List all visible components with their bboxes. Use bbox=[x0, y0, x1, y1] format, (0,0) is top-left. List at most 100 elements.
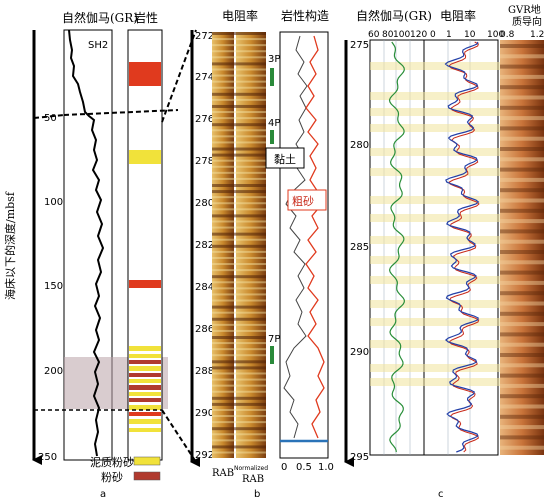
resistivity-stripe bbox=[212, 111, 266, 114]
resistivity-stripe bbox=[212, 269, 266, 272]
gvr-stripe bbox=[500, 116, 544, 121]
res-curve-red-c bbox=[448, 41, 480, 453]
lith-silt-1 bbox=[129, 150, 161, 164]
legend-label-silt: 泥质粉砂 bbox=[90, 456, 134, 469]
resistivity-stripe bbox=[212, 50, 266, 53]
resistivity-stripe bbox=[212, 439, 266, 442]
resistivity-stripe bbox=[212, 433, 266, 436]
gr-tick-c-3: 100 bbox=[393, 30, 410, 40]
structure-track-b bbox=[279, 31, 329, 459]
tick-b-8: 286 bbox=[195, 324, 214, 335]
tick-b-10: 290 bbox=[195, 408, 214, 419]
gvr-stripe bbox=[500, 414, 544, 419]
resistivity-stripe bbox=[212, 256, 266, 259]
gvr-stripe bbox=[500, 435, 544, 440]
structure-curve-red bbox=[305, 35, 325, 439]
gvr-stripe bbox=[500, 136, 544, 141]
resistivity-stripe bbox=[212, 220, 266, 223]
gvr-stripe bbox=[500, 363, 544, 368]
gvr-stripe bbox=[500, 291, 544, 296]
gvr-stripe bbox=[500, 260, 544, 265]
panel-a: 自然伽马(GR) 岩性 海床以下的深度/mbsf 50 100 150 200 … bbox=[3, 10, 197, 500]
gvr-stripe bbox=[500, 280, 544, 285]
res-tick-c-4: 100 bbox=[487, 30, 504, 40]
resistivity-stripe bbox=[212, 348, 266, 351]
tick-b-1: 272 bbox=[195, 31, 214, 42]
resistivity-stripe bbox=[212, 354, 266, 357]
tick-b-2: 274 bbox=[195, 72, 214, 83]
well-label: SH2 bbox=[88, 40, 108, 51]
resistivity-stripe bbox=[212, 329, 266, 332]
resistivity-stripe bbox=[212, 281, 266, 284]
gvr-stripe bbox=[500, 177, 544, 182]
resistivity-stripe bbox=[212, 214, 266, 218]
highlight-band bbox=[370, 196, 544, 204]
gvr-stripe bbox=[500, 54, 544, 59]
legend-label-sand: 粉砂 bbox=[101, 471, 123, 484]
header-resistivity-b: 电阻率 bbox=[222, 8, 258, 23]
resistivity-stripe bbox=[212, 402, 266, 406]
gvr-stripe bbox=[500, 74, 544, 79]
resistivity-stripe bbox=[212, 250, 266, 253]
resistivity-stripe bbox=[212, 305, 266, 309]
gvr-stripe bbox=[500, 95, 544, 100]
gvr-stripe bbox=[500, 64, 544, 69]
highlight-band bbox=[370, 276, 544, 284]
resistivity-stripe bbox=[212, 117, 266, 120]
resistivity-stripe bbox=[212, 366, 266, 370]
gr-track-a bbox=[63, 29, 113, 461]
gvr-tick-c-2: 1.2 bbox=[530, 30, 544, 40]
resistivity-stripe bbox=[212, 92, 266, 96]
gvr-stripe bbox=[500, 188, 544, 193]
gvr-stripe bbox=[500, 322, 544, 327]
clay-box bbox=[265, 147, 305, 169]
gr-tick-c-2: 80 bbox=[382, 30, 394, 40]
resistivity-stripe bbox=[212, 184, 266, 187]
resistivity-stripe bbox=[212, 147, 266, 151]
header-gvr-1: GVR地 bbox=[508, 3, 541, 16]
header-structure-b: 岩性构造 bbox=[281, 8, 329, 23]
gvr-stripe bbox=[500, 404, 544, 409]
connector-top bbox=[63, 109, 179, 116]
resistivity-stripe bbox=[212, 196, 266, 199]
resistivity-stripe bbox=[212, 275, 266, 279]
gr-curve-c bbox=[388, 41, 405, 453]
resistivity-stripe bbox=[212, 372, 266, 375]
resistivity-stripe bbox=[212, 165, 266, 168]
clay-label: 黏土 bbox=[274, 152, 296, 166]
resistivity-stripe bbox=[212, 244, 266, 248]
header-gvr-2: 质导向 bbox=[512, 15, 542, 28]
resistivity-stripe bbox=[212, 293, 266, 296]
resistivity-stripe bbox=[212, 390, 266, 393]
gr-tick-c-4: 120 bbox=[410, 30, 427, 40]
gvr-stripe bbox=[500, 208, 544, 213]
gvr-tick-c-1: 0.8 bbox=[500, 30, 515, 40]
tick-c-1: 275 bbox=[350, 40, 369, 51]
gvr-stripe bbox=[500, 332, 544, 337]
gvr-stripe bbox=[500, 373, 544, 378]
gvr-stripe bbox=[500, 198, 544, 203]
connector-top-right bbox=[161, 29, 197, 123]
resistivity-stripe bbox=[212, 129, 266, 132]
gvr-stripe bbox=[500, 229, 544, 234]
resistivity-stripe bbox=[212, 190, 266, 194]
resistivity-stripe bbox=[212, 74, 266, 77]
panel-label-a: a bbox=[100, 489, 106, 500]
resistivity-stripe bbox=[212, 202, 266, 205]
res-ticks-c: 0 1 10 100 bbox=[430, 30, 504, 40]
gvr-stripe bbox=[500, 219, 544, 224]
resistivity-stripe bbox=[212, 171, 266, 174]
structure-curve-gray bbox=[283, 35, 308, 439]
highlight-band bbox=[370, 340, 544, 348]
lith-stack-a bbox=[129, 346, 161, 432]
resistivity-stripe bbox=[212, 384, 266, 387]
gvr-stripe bbox=[500, 167, 544, 172]
gvr-stripe bbox=[500, 147, 544, 151]
tick-b-5: 280 bbox=[195, 198, 214, 209]
highlight-band bbox=[370, 378, 544, 386]
footer-normalized: Normalized bbox=[234, 465, 268, 472]
tick-b-11: 292 bbox=[195, 450, 214, 461]
tick-c-3: 285 bbox=[350, 242, 369, 253]
tick-c-2: 280 bbox=[350, 140, 369, 151]
resistivity-stripe bbox=[212, 427, 266, 431]
